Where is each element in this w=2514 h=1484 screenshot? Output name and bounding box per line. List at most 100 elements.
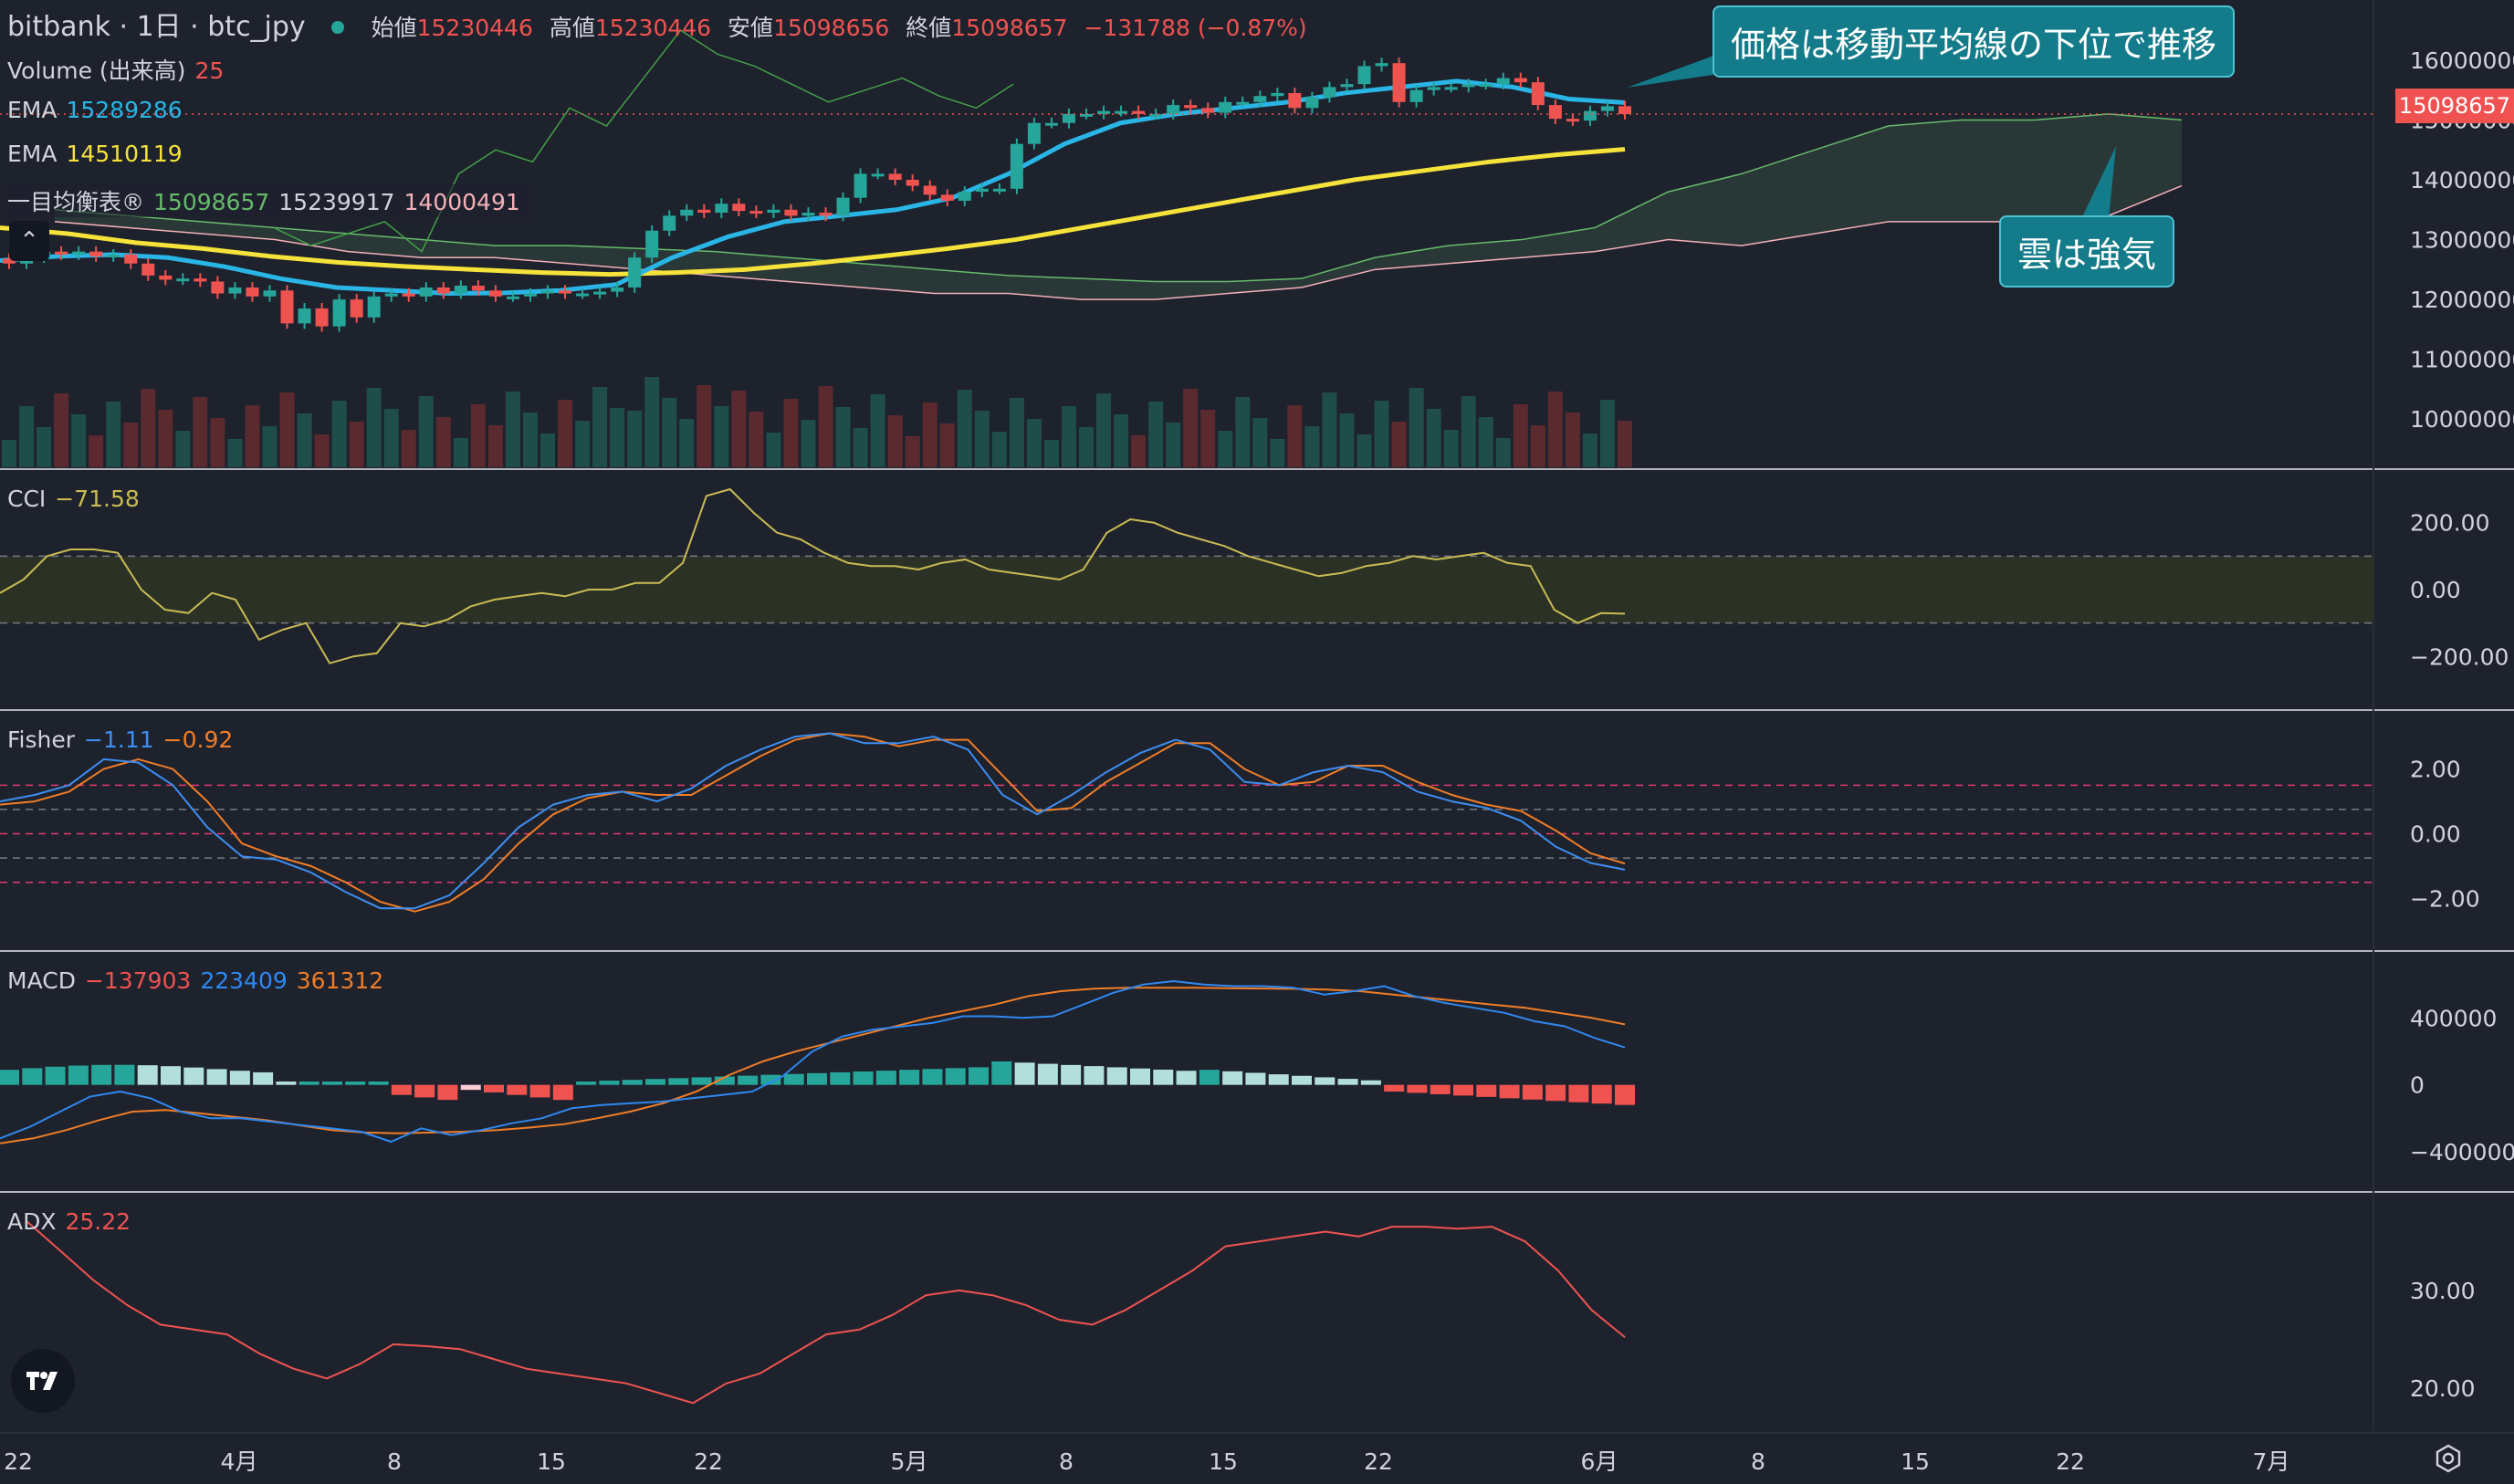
adx-label: ADX (7, 1208, 57, 1235)
volume-bar (1443, 430, 1459, 467)
macd-histogram-bar (1453, 1084, 1473, 1096)
candle-body (315, 308, 329, 327)
candle-body (1219, 101, 1232, 113)
candle-body (1288, 92, 1302, 109)
high-value: 15230446 (594, 15, 712, 41)
volume-bar (1357, 434, 1372, 467)
volume-bar (1461, 396, 1476, 467)
macd-histogram-bar (645, 1079, 665, 1085)
price-axis-tick-label: 16000000 (2410, 47, 2514, 74)
open-label: 始値 (371, 15, 417, 41)
candle-body (923, 185, 937, 195)
macd-histogram-bar (1199, 1070, 1220, 1085)
candle-body (246, 287, 259, 297)
callout-pointer (1627, 55, 1725, 88)
time-axis-tick-label: 15 (537, 1448, 566, 1475)
fisher-axis-tick-label: 2.00 (2410, 757, 2461, 783)
adx-legend[interactable]: ADX 25.22 (7, 1208, 140, 1235)
candle-body (367, 296, 381, 318)
annotation-price-below-ma[interactable]: 価格は移動平均線の下位で推移 (1713, 5, 2236, 78)
volume-bar (1495, 438, 1511, 467)
candle-body (697, 209, 711, 214)
candle-body (1044, 122, 1058, 126)
candle-body (228, 287, 242, 294)
volume-bar (957, 390, 972, 467)
candle-body (194, 278, 207, 282)
candle-body (1461, 84, 1475, 88)
candle-body (1236, 101, 1250, 105)
candle-body (906, 180, 919, 186)
candle-body (1062, 113, 1075, 123)
time-axis-tick-label: 22 (694, 1448, 723, 1475)
macd-histogram-bar (1130, 1068, 1150, 1085)
price-axis-tick-label: 10000000 (2410, 406, 2514, 433)
tradingview-logo-icon[interactable] (11, 1349, 75, 1413)
macd-histogram-bar (1315, 1077, 1336, 1085)
macd-histogram-bar (899, 1070, 920, 1085)
cci-legend[interactable]: CCI −71.58 (7, 486, 149, 512)
candle-body (819, 213, 833, 216)
macd-histogram-bar (1360, 1080, 1381, 1085)
volume-bar (1322, 392, 1337, 467)
macd-histogram-bar (1222, 1071, 1243, 1085)
fisher-legend[interactable]: Fisher −1.11 −0.92 (7, 726, 242, 753)
macd-histogram-bar (1591, 1084, 1612, 1104)
cci-axis-tick-label: 0.00 (2410, 577, 2461, 603)
volume-bar (644, 377, 660, 467)
collapse-legend-button[interactable]: ⌃ (9, 221, 49, 261)
candle-body (680, 209, 694, 216)
candle-body (1027, 122, 1041, 144)
macd-histogram-bar (161, 1066, 181, 1085)
candle-body (645, 230, 659, 258)
candle-body (1496, 78, 1510, 85)
time-axis-tick-label: 22 (1364, 1448, 1393, 1475)
volume-bar (435, 417, 451, 467)
candle-body (871, 173, 885, 177)
volume-bar (106, 402, 121, 467)
tv-mark-icon (26, 1372, 58, 1390)
macd-histogram-bar (1476, 1084, 1497, 1097)
ema-fast-label: EMA (7, 97, 58, 123)
candle-body (523, 293, 537, 297)
close-label: 終値 (906, 15, 952, 41)
volume-legend[interactable]: Volume (出来高) 25 (7, 53, 233, 86)
macd-histogram-bar (114, 1064, 135, 1085)
ema-fast-legend[interactable]: EMA 15289286 (7, 97, 192, 123)
macd-histogram-bar (1268, 1074, 1289, 1085)
annotation-cloud-bullish[interactable]: 雲は強気 (1999, 215, 2175, 287)
candle-body (1097, 110, 1111, 114)
volume-bar (905, 436, 920, 467)
volume-bar (349, 422, 364, 467)
volume-label: Volume (出来高) (7, 57, 186, 84)
candle-body (888, 173, 902, 180)
volume-bar (1166, 423, 1181, 467)
candle-body (1149, 113, 1163, 117)
price-axis-tick-label: 13000000 (2410, 227, 2514, 254)
ichimoku-legend[interactable]: 一目均衡表® 15098657 15239917 14000491 (7, 184, 529, 217)
macd-histogram-bar (1176, 1071, 1197, 1085)
volume-bar (1218, 431, 1233, 467)
candle-body (1531, 82, 1545, 106)
macd-legend[interactable]: MACD −137903 223409 361312 (7, 967, 393, 994)
macd-histogram-bar (783, 1073, 804, 1085)
volume-bar (540, 434, 555, 467)
macd-histogram-bar (1014, 1062, 1035, 1085)
volume-bar (697, 385, 712, 467)
macd-histogram-bar (1615, 1084, 1635, 1105)
volume-bar (158, 410, 173, 467)
volume-bar (818, 386, 833, 467)
volume-bar (662, 398, 677, 467)
volume-bar (453, 438, 468, 467)
time-axis-tick-label: 4月 (221, 1448, 258, 1475)
macd-histogram-bar (945, 1068, 966, 1085)
volume-bar (887, 415, 903, 467)
volume-bar (1079, 427, 1094, 467)
fisher-axis-tick-label: 0.00 (2410, 821, 2461, 848)
macd-value: 223409 (200, 967, 288, 994)
macd-histogram-bar (1545, 1084, 1566, 1102)
macd-histogram-bar (345, 1082, 366, 1085)
ema-slow-legend[interactable]: EMA 14510119 (7, 141, 192, 167)
macd-histogram-bar (91, 1064, 112, 1085)
settings-gear-icon[interactable] (2432, 1442, 2465, 1475)
